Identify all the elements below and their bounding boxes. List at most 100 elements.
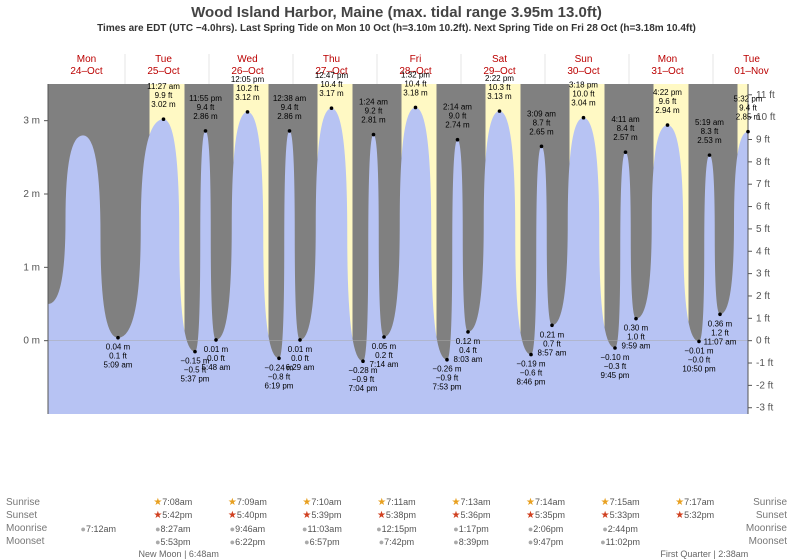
svg-text:3.12 m: 3.12 m <box>235 93 260 102</box>
svg-text:4:11 am: 4:11 am <box>611 115 640 124</box>
svg-text:Mon: Mon <box>658 54 677 65</box>
svg-text:12:47 pm: 12:47 pm <box>315 71 349 80</box>
svg-text:1 ft: 1 ft <box>756 313 770 324</box>
svg-text:0.12 m: 0.12 m <box>456 337 481 346</box>
svg-text:−0.9 ft: −0.9 ft <box>352 375 375 384</box>
svg-text:0.0 ft: 0.0 ft <box>207 354 226 363</box>
svg-text:5:19 am: 5:19 am <box>695 118 724 127</box>
svg-text:Sat: Sat <box>492 54 507 65</box>
svg-text:9 ft: 9 ft <box>756 134 770 145</box>
svg-text:0.21 m: 0.21 m <box>540 330 565 339</box>
svg-text:8 ft: 8 ft <box>756 157 770 168</box>
svg-text:3.17 m: 3.17 m <box>319 89 344 98</box>
svg-text:8:03 am: 8:03 am <box>454 355 483 364</box>
svg-text:Sun: Sun <box>575 54 593 65</box>
svg-text:6 ft: 6 ft <box>756 202 770 213</box>
svg-text:0 m: 0 m <box>23 336 40 347</box>
svg-text:4:22 pm: 4:22 pm <box>653 88 682 97</box>
svg-text:10.3 ft: 10.3 ft <box>488 83 511 92</box>
svg-text:31–Oct: 31–Oct <box>651 66 683 77</box>
chart-title: Wood Island Harbor, Maine (max. tidal ra… <box>0 0 793 21</box>
svg-text:Thu: Thu <box>323 54 340 65</box>
svg-text:4 ft: 4 ft <box>756 246 770 257</box>
svg-text:-2 ft: -2 ft <box>756 380 773 391</box>
svg-text:0.2 ft: 0.2 ft <box>375 351 394 360</box>
svg-text:1.0 ft: 1.0 ft <box>627 333 646 342</box>
svg-text:3 ft: 3 ft <box>756 269 770 280</box>
svg-text:Tue: Tue <box>743 54 760 65</box>
svg-text:1 m: 1 m <box>23 262 40 273</box>
svg-text:7:53 pm: 7:53 pm <box>433 383 462 392</box>
svg-text:-3 ft: -3 ft <box>756 403 773 414</box>
svg-text:01–Nov: 01–Nov <box>734 66 768 77</box>
svg-text:Fri: Fri <box>410 54 422 65</box>
svg-text:6:19 pm: 6:19 pm <box>265 381 294 390</box>
svg-text:3.04 m: 3.04 m <box>571 99 596 108</box>
svg-text:−0.3 ft: −0.3 ft <box>604 362 627 371</box>
svg-text:2:22 pm: 2:22 pm <box>485 74 514 83</box>
svg-text:3:09 am: 3:09 am <box>527 109 556 118</box>
svg-text:0.7 ft: 0.7 ft <box>543 339 562 348</box>
svg-text:3.18 m: 3.18 m <box>403 88 428 97</box>
svg-text:−0.19 m: −0.19 m <box>516 360 545 369</box>
svg-text:2.86 m: 2.86 m <box>193 112 218 121</box>
svg-text:3.02 m: 3.02 m <box>151 100 176 109</box>
svg-text:0.04 m: 0.04 m <box>106 343 131 352</box>
svg-text:-1 ft: -1 ft <box>756 358 773 369</box>
svg-text:9.4 ft: 9.4 ft <box>197 103 216 112</box>
svg-text:2.57 m: 2.57 m <box>613 133 638 142</box>
svg-text:9.4 ft: 9.4 ft <box>739 104 758 113</box>
svg-text:2.74 m: 2.74 m <box>445 121 470 130</box>
svg-text:2.65 m: 2.65 m <box>529 127 554 136</box>
svg-text:2.85 m: 2.85 m <box>736 113 761 122</box>
svg-text:12:38 am: 12:38 am <box>273 94 307 103</box>
svg-text:−0.0 ft: −0.0 ft <box>688 355 711 364</box>
svg-text:−0.9 ft: −0.9 ft <box>436 374 459 383</box>
svg-text:2 ft: 2 ft <box>756 291 770 302</box>
svg-text:−0.01 m: −0.01 m <box>684 346 713 355</box>
svg-text:Wed: Wed <box>237 54 257 65</box>
svg-text:Tue: Tue <box>155 54 172 65</box>
svg-text:9.4 ft: 9.4 ft <box>281 103 300 112</box>
svg-text:8:46 pm: 8:46 pm <box>517 378 546 387</box>
sun-moon-table: Sunrise★7:08am★7:09am★7:10am★7:11am★7:13… <box>0 496 793 560</box>
svg-text:5:32 pm: 5:32 pm <box>734 95 763 104</box>
svg-text:3:18 pm: 3:18 pm <box>569 81 598 90</box>
svg-text:−0.6 ft: −0.6 ft <box>520 369 543 378</box>
svg-text:0.36 m: 0.36 m <box>708 319 733 328</box>
svg-text:8.3 ft: 8.3 ft <box>701 127 720 136</box>
svg-text:1:32 pm: 1:32 pm <box>401 70 430 79</box>
svg-text:0.05 m: 0.05 m <box>372 342 397 351</box>
svg-text:2.81 m: 2.81 m <box>361 116 386 125</box>
svg-text:9.2 ft: 9.2 ft <box>365 107 384 116</box>
svg-text:2.94 m: 2.94 m <box>655 106 680 115</box>
svg-text:1:24 am: 1:24 am <box>359 98 388 107</box>
svg-text:0.01 m: 0.01 m <box>204 345 229 354</box>
svg-text:0 ft: 0 ft <box>756 336 770 347</box>
svg-text:7:14 am: 7:14 am <box>370 360 399 369</box>
svg-text:−0.8 ft: −0.8 ft <box>268 372 291 381</box>
svg-text:3.13 m: 3.13 m <box>487 92 512 101</box>
svg-text:11:07 am: 11:07 am <box>704 337 737 346</box>
svg-text:10.4 ft: 10.4 ft <box>320 80 343 89</box>
svg-text:5:37 pm: 5:37 pm <box>181 375 210 384</box>
svg-text:5:48 am: 5:48 am <box>202 363 231 372</box>
svg-text:1.2 ft: 1.2 ft <box>711 328 730 337</box>
svg-text:9.9 ft: 9.9 ft <box>155 91 174 100</box>
svg-text:7 ft: 7 ft <box>756 179 770 190</box>
svg-text:12:05 pm: 12:05 pm <box>231 75 265 84</box>
svg-text:5 ft: 5 ft <box>756 224 770 235</box>
svg-text:8.7 ft: 8.7 ft <box>533 118 552 127</box>
svg-text:9:45 pm: 9:45 pm <box>601 371 630 380</box>
svg-text:10.2 ft: 10.2 ft <box>236 84 259 93</box>
svg-text:5:09 am: 5:09 am <box>104 361 133 370</box>
svg-text:24–Oct: 24–Oct <box>70 66 102 77</box>
svg-text:0.01 m: 0.01 m <box>288 345 313 354</box>
svg-text:0.30 m: 0.30 m <box>624 324 649 333</box>
svg-text:30–Oct: 30–Oct <box>567 66 599 77</box>
svg-text:Mon: Mon <box>77 54 96 65</box>
svg-text:11:55 pm: 11:55 pm <box>189 94 222 103</box>
chart-subtitle: Times are EDT (UTC −4.0hrs). Last Spring… <box>0 21 793 36</box>
svg-text:8.4 ft: 8.4 ft <box>617 124 636 133</box>
svg-text:9.6 ft: 9.6 ft <box>659 97 678 106</box>
